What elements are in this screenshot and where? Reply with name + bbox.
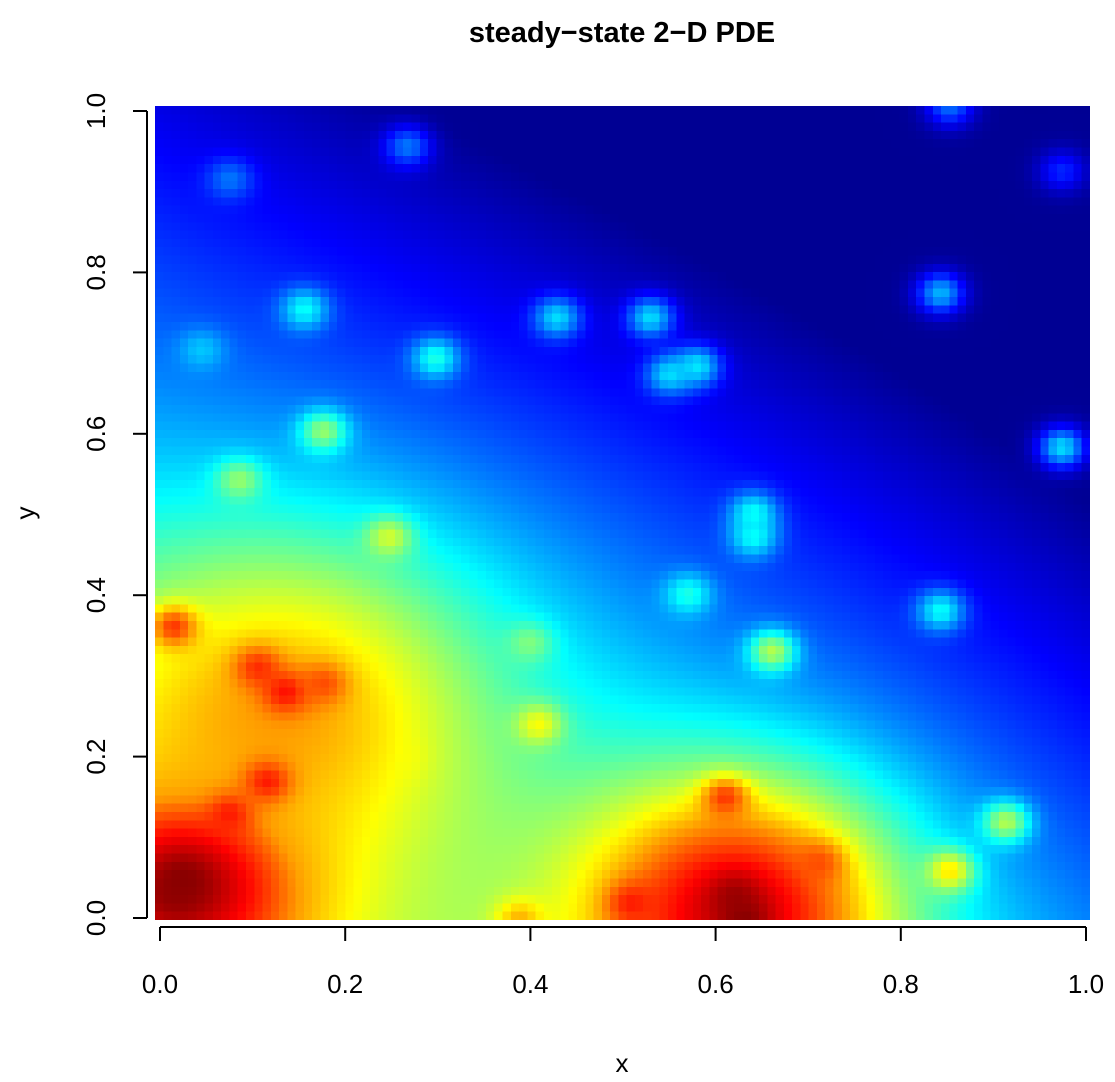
y-tick-label: 0.6: [81, 416, 111, 452]
y-tick-label: 0.0: [81, 900, 111, 936]
y-tick-label: 0.2: [81, 739, 111, 775]
y-axis-label: y: [10, 507, 40, 520]
x-axis: 0.0 0.2 0.4 0.6 0.8 1.0: [142, 926, 1104, 999]
x-tick-label: 1.0: [1068, 969, 1104, 999]
y-tick-label: 1.0: [81, 93, 111, 129]
x-tick-label: 0.2: [327, 969, 363, 999]
heatmap-plot-area: [155, 106, 1090, 920]
x-tick-label: 0.0: [142, 969, 178, 999]
x-tick-label: 0.6: [698, 969, 734, 999]
y-axis: 0.0 0.2 0.4 0.6 0.8 1.0: [81, 93, 148, 936]
y-tick-label: 0.8: [81, 254, 111, 290]
x-axis-label: x: [616, 1048, 629, 1078]
chart-title: steady−state 2−D PDE: [469, 17, 775, 49]
x-tick-label: 0.4: [512, 969, 548, 999]
x-tick-label: 0.8: [883, 969, 919, 999]
y-tick-label: 0.4: [81, 577, 111, 613]
